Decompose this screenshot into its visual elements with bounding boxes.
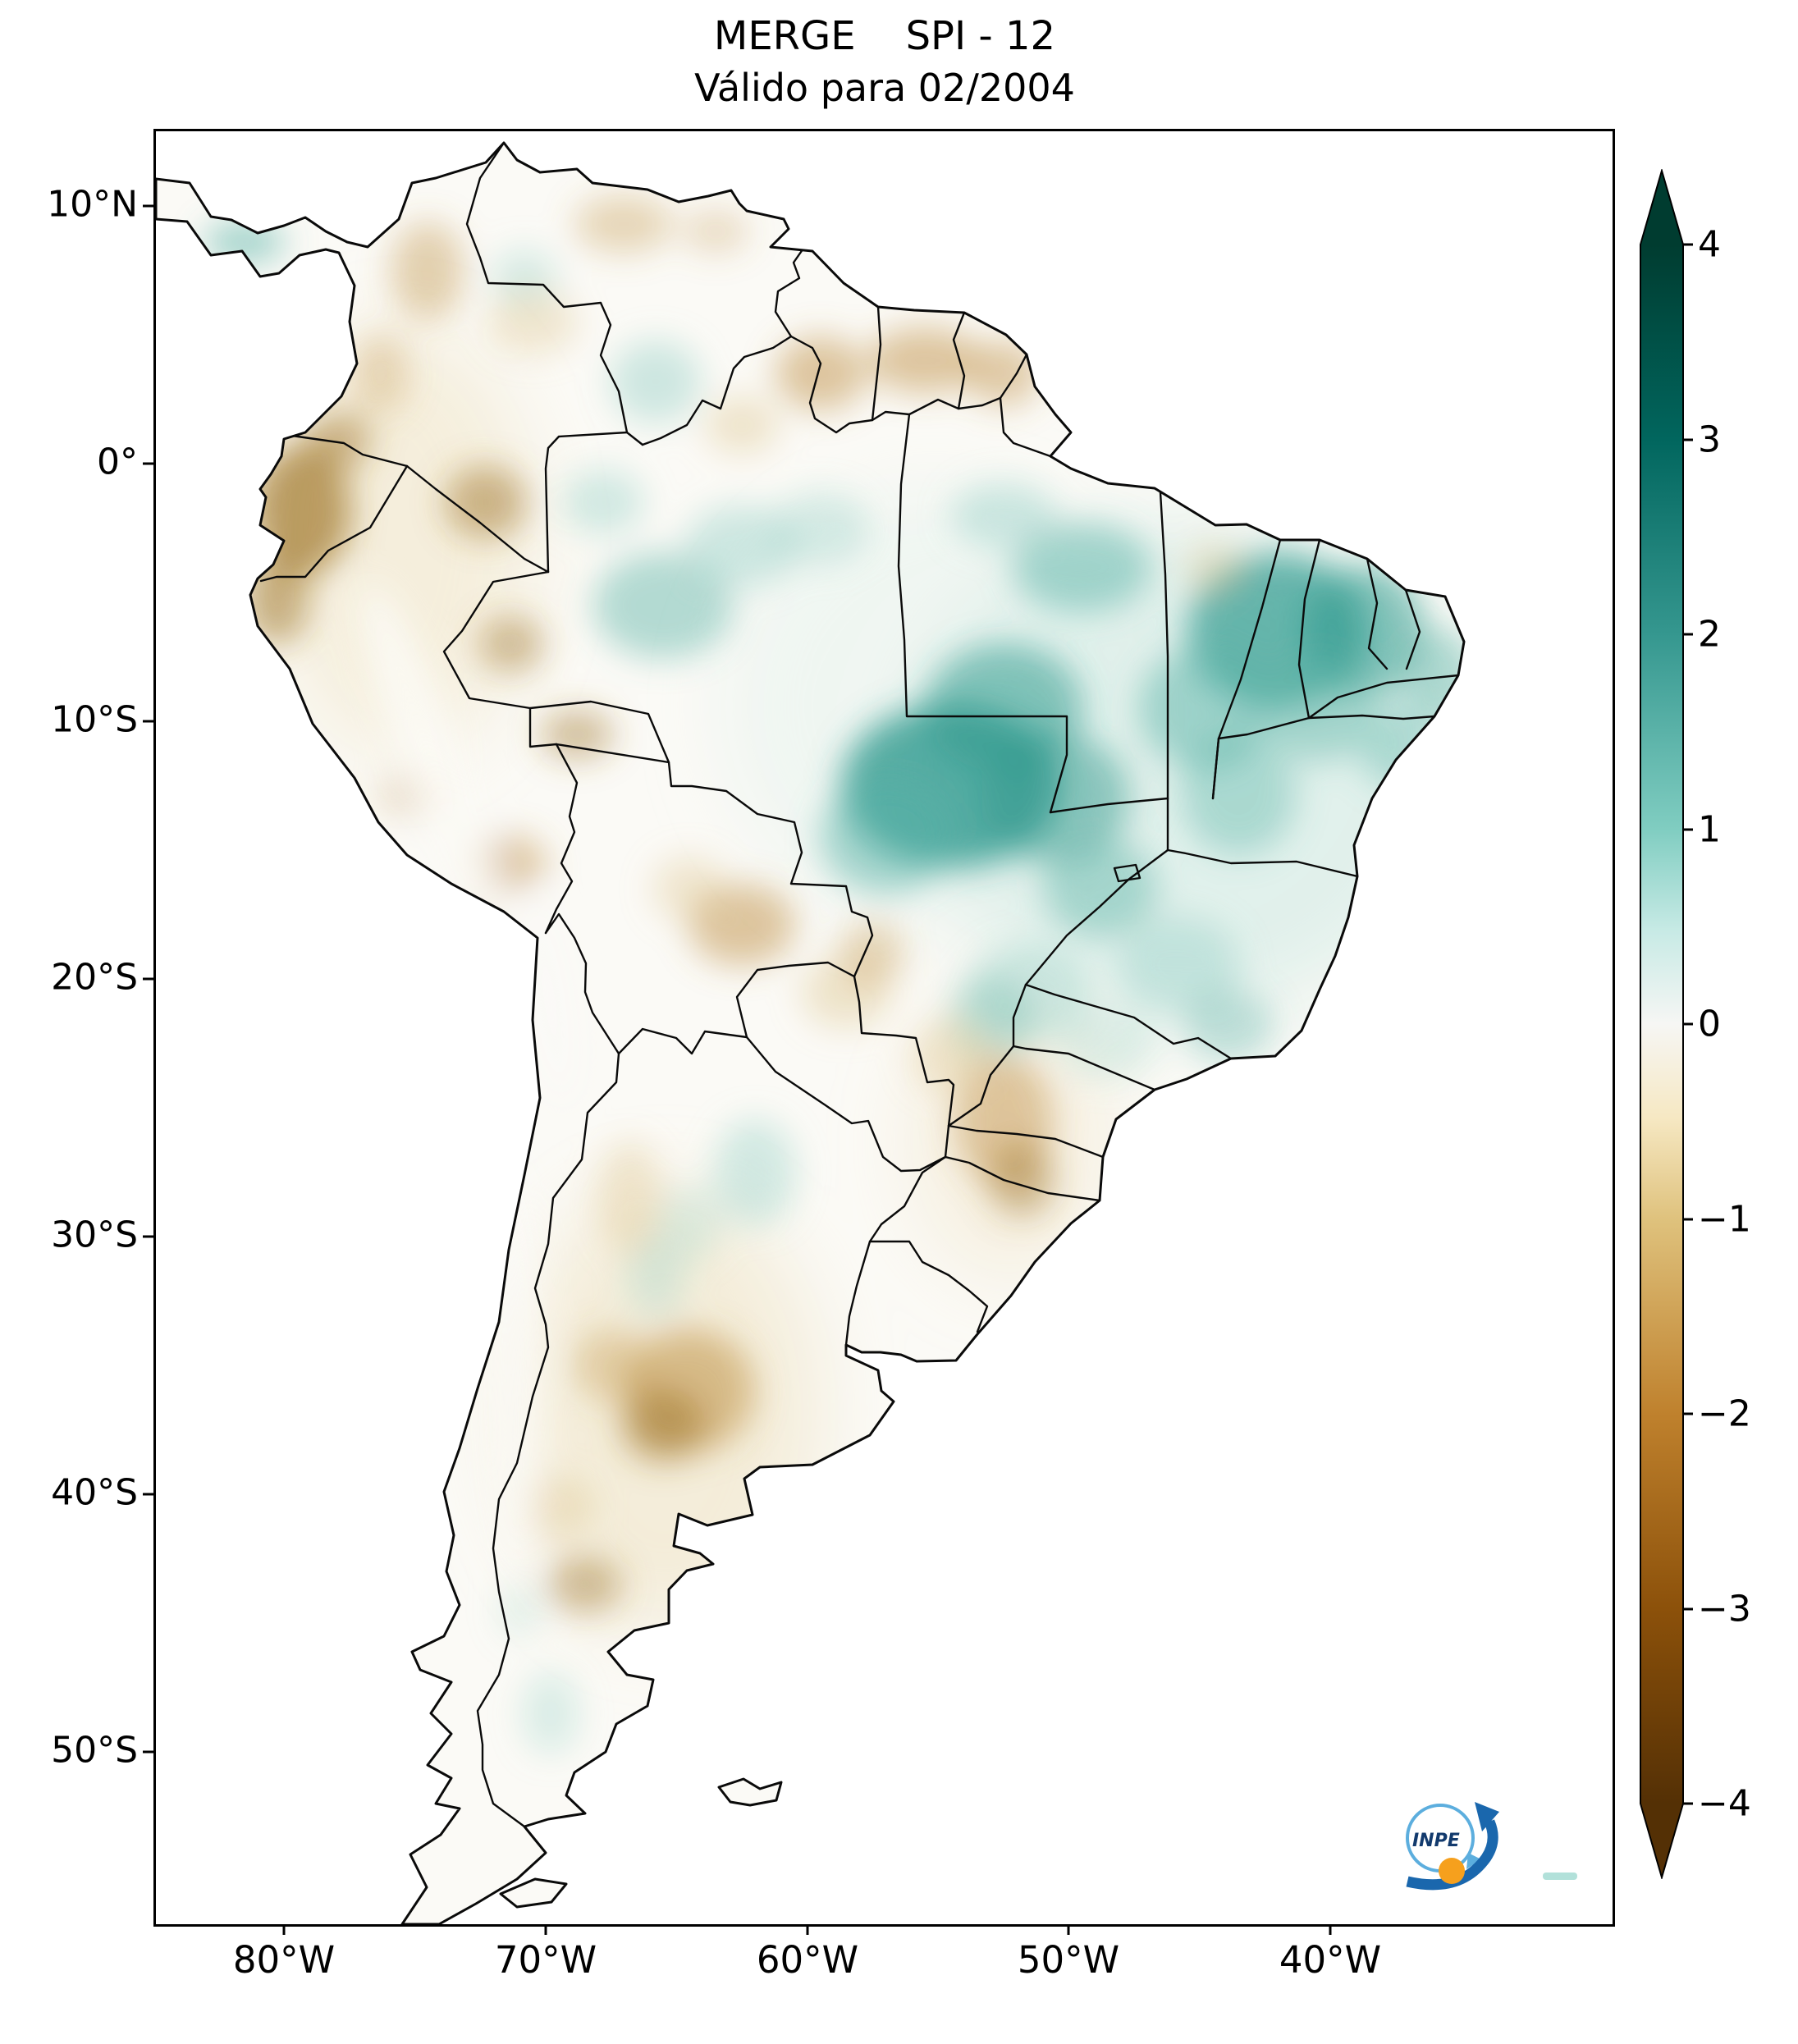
colorbar-tick-label: 0 <box>1698 1003 1721 1045</box>
y-tick-label: 40°S <box>51 1471 138 1514</box>
x-tick-label: 50°W <box>1017 1938 1120 1982</box>
y-tick-mark <box>143 462 153 465</box>
colorbar-tick-mark <box>1683 1802 1693 1805</box>
inpe-logo: INPE <box>1383 1795 1518 1898</box>
x-tick-mark <box>282 1924 286 1935</box>
x-tick-label: 80°W <box>232 1938 336 1982</box>
inpe-swirl-arrowhead-icon <box>1466 1853 1481 1869</box>
colorbar-tick-mark <box>1683 1218 1693 1221</box>
colorbar-tick-mark <box>1683 1607 1693 1611</box>
y-tick-mark <box>143 1235 153 1238</box>
x-tick-mark <box>544 1924 547 1935</box>
y-tick-mark <box>143 977 153 981</box>
inpe-logo-text: INPE <box>1412 1831 1460 1851</box>
colorbar-tick-mark <box>1683 243 1693 246</box>
colorbar-tick-label: 4 <box>1698 223 1721 266</box>
y-tick-label: 30°S <box>51 1214 138 1256</box>
y-tick-label: 20°S <box>51 956 138 999</box>
map-subtitle: Válido para 02/2004 <box>694 66 1075 110</box>
x-tick-label: 40°W <box>1279 1938 1382 1982</box>
colorbar-tick-mark <box>1683 1412 1693 1415</box>
south-america-map <box>156 141 1577 1924</box>
spi-raster-layer <box>156 143 1464 1924</box>
y-tick-mark <box>143 204 153 208</box>
colorbar-tick-mark <box>1683 633 1693 636</box>
y-tick-label: 10°S <box>51 698 138 741</box>
colorbar-gradient <box>1640 169 1684 1879</box>
y-tick-label: 50°S <box>51 1729 138 1772</box>
x-tick-mark <box>1067 1924 1070 1935</box>
inpe-arrowhead-icon <box>1475 1802 1499 1831</box>
y-tick-mark <box>143 1493 153 1496</box>
colorbar-tick-label: −3 <box>1698 1588 1751 1630</box>
inpe-logo-graphic: INPE <box>1406 1802 1499 1891</box>
inpe-arrow-icon <box>1406 1819 1498 1891</box>
map-plot-area: INPE <box>153 129 1615 1927</box>
y-tick-label: 10°N <box>47 183 138 226</box>
colorbar-tick-mark <box>1683 828 1693 831</box>
inpe-orange-dot-icon <box>1439 1858 1465 1884</box>
coastline <box>156 141 1466 1924</box>
colorbar-tick-label: −2 <box>1698 1392 1751 1435</box>
colorbar-tick-mark <box>1683 438 1693 441</box>
ocean-data-speck <box>1543 1873 1577 1880</box>
x-tick-label: 60°W <box>756 1938 859 1982</box>
colorbar-tick-label: −4 <box>1698 1782 1751 1825</box>
colorbar-tick-label: 3 <box>1698 418 1721 461</box>
x-tick-mark <box>1329 1924 1332 1935</box>
map-title: MERGE SPI - 12 <box>713 13 1056 59</box>
country-and-state-borders <box>259 143 1460 1828</box>
x-tick-mark <box>806 1924 809 1935</box>
colorbar-tick-mark <box>1683 1022 1693 1026</box>
x-tick-label: 70°W <box>494 1938 597 1982</box>
colorbar-tick-label: −1 <box>1698 1198 1751 1241</box>
y-tick-mark <box>143 720 153 723</box>
y-tick-label: 0° <box>97 441 138 483</box>
colorbar-tick-label: 1 <box>1698 808 1721 851</box>
y-tick-mark <box>143 1750 153 1754</box>
colorbar-tick-label: 2 <box>1698 613 1721 656</box>
